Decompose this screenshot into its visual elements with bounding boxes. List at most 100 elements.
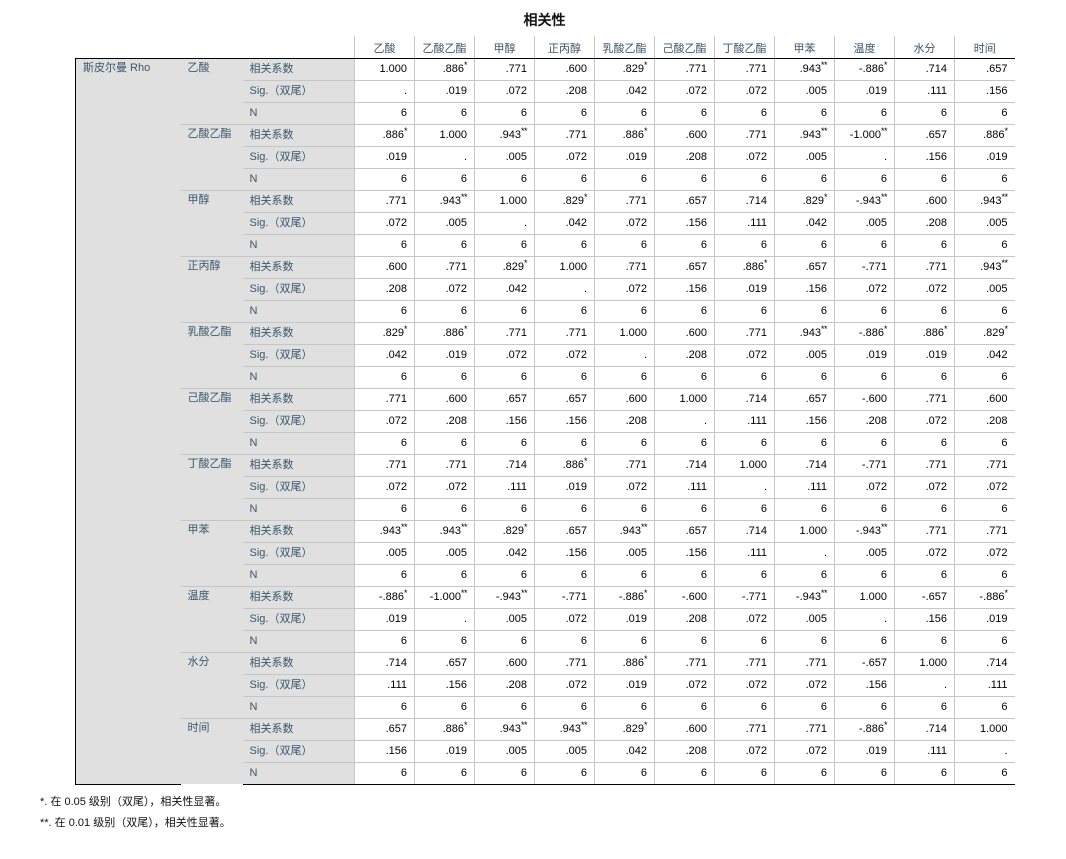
sig-value: .156: [774, 277, 835, 300]
significance-asterisk: *: [403, 324, 408, 334]
table-row: Sig.（双尾） .019. .005.072.019.208.072.005. .1…: [76, 145, 1015, 168]
n-value: 6: [894, 167, 955, 190]
sig-value: .042: [594, 739, 655, 762]
sig-value: .111: [894, 79, 955, 102]
variable-label: 温度: [180, 585, 243, 652]
table-row: 时间 相关系数 .657.886* .943** .943** .829* .600.771…: [76, 717, 1015, 784]
stat-label: Sig.（双尾）: [242, 343, 355, 366]
corr-value: .829*: [474, 519, 535, 542]
variable-label: 乳酸乙酯: [180, 321, 243, 388]
col-header: 己酸乙酯: [654, 36, 715, 59]
corr-value: .771: [594, 189, 655, 212]
sig-value: .005: [834, 211, 895, 234]
sig-value: .: [354, 79, 415, 102]
corr-value: -.657: [894, 585, 955, 608]
spearman-label: 斯皮尔曼 Rho: [75, 57, 181, 785]
sig-value: .072: [354, 475, 415, 498]
corr-value: 1.000: [834, 585, 895, 608]
sig-value: .208: [654, 739, 715, 762]
corr-value: -.886*: [594, 585, 655, 608]
n-value: 6: [834, 365, 895, 388]
n-value: 6: [654, 629, 715, 652]
stat-label: 相关系数: [242, 717, 355, 740]
significance-asterisk: **: [880, 126, 888, 136]
col-header: 温度: [834, 36, 895, 59]
corr-value: .771: [354, 189, 415, 212]
corr-value: .714: [714, 519, 775, 542]
n-value: 6: [774, 563, 835, 586]
col-header: 时间: [954, 36, 1015, 59]
corr-value: .714: [894, 57, 955, 80]
n-value: 6: [474, 431, 535, 454]
n-value: 6: [534, 167, 595, 190]
sig-value: .072: [834, 475, 895, 498]
sig-value: .: [474, 211, 535, 234]
n-value: 6: [534, 365, 595, 388]
corr-value: .657: [534, 519, 595, 542]
stat-label: Sig.（双尾）: [242, 739, 355, 762]
significance-asterisk: **: [460, 588, 468, 598]
significance-asterisk: **: [460, 192, 468, 202]
sig-value: .019: [834, 343, 895, 366]
significance-asterisk: *: [403, 126, 408, 136]
corr-value: .714: [714, 189, 775, 212]
sig-value: .072: [354, 409, 415, 432]
table-corner: [75, 36, 355, 58]
corr-value: 1.000: [594, 321, 655, 344]
sig-value: .208: [354, 277, 415, 300]
corr-value: .886*: [354, 123, 415, 146]
n-value: 6: [354, 101, 415, 124]
stat-label: N: [242, 563, 355, 586]
corr-value: .714: [714, 387, 775, 410]
table-row: 甲醇 相关系数 .771.943** 1.000.829* .771.657.714.8…: [76, 189, 1015, 256]
n-value: 6: [714, 365, 775, 388]
corr-value: -.886*: [834, 321, 895, 344]
n-value: 6: [534, 695, 595, 718]
corr-value: .657: [474, 387, 535, 410]
col-header: 丁酸乙酯: [714, 36, 775, 59]
n-value: 6: [774, 101, 835, 124]
corr-value: .771: [474, 321, 535, 344]
n-value: 6: [354, 695, 415, 718]
significance-asterisk: *: [523, 522, 528, 532]
stat-label: 相关系数: [242, 585, 355, 608]
sig-value: .005: [474, 607, 535, 630]
corr-value: .886*: [954, 123, 1015, 146]
sig-value: .156: [894, 145, 955, 168]
col-header: 乙酸: [354, 36, 415, 59]
corr-value: .943**: [774, 321, 835, 344]
n-value: 6: [834, 695, 895, 718]
sig-value: .: [834, 607, 895, 630]
table-row: Sig.（双尾） .208.072.042. .072.156.019.156.07…: [76, 277, 1015, 300]
corr-value: .600: [414, 387, 475, 410]
n-value: 6: [594, 497, 655, 520]
corr-value: -1.000**: [834, 123, 895, 146]
n-value: 6: [474, 761, 535, 785]
corr-value: .657: [654, 189, 715, 212]
corr-value: -.943**: [834, 519, 895, 542]
corr-value: .714: [894, 717, 955, 740]
n-value: 6: [354, 233, 415, 256]
sig-value: .156: [534, 409, 595, 432]
corr-value: .771: [714, 651, 775, 674]
sig-value: .156: [954, 79, 1015, 102]
table-row: 乙酸乙酯 相关系数 .886* 1.000.943** .771.886* .600.77…: [76, 123, 1015, 190]
n-value: 6: [654, 761, 715, 785]
significance-asterisk: *: [943, 324, 948, 334]
n-value: 6: [954, 695, 1015, 718]
corr-value: .771: [954, 453, 1015, 476]
sig-value: .072: [594, 475, 655, 498]
sig-value: .111: [774, 475, 835, 498]
sig-value: .208: [654, 343, 715, 366]
significance-asterisk: *: [763, 258, 768, 268]
variable-label: 正丙醇: [180, 255, 243, 322]
sig-value: .042: [954, 343, 1015, 366]
corr-value: .771: [534, 321, 595, 344]
table-row: 温度 相关系数 -.886* -1.000** -.943** -.771 -.886* -.…: [76, 585, 1015, 652]
variable-label: 时间: [180, 717, 243, 784]
table-title: 相关性: [523, 12, 566, 28]
sig-value: .072: [354, 211, 415, 234]
